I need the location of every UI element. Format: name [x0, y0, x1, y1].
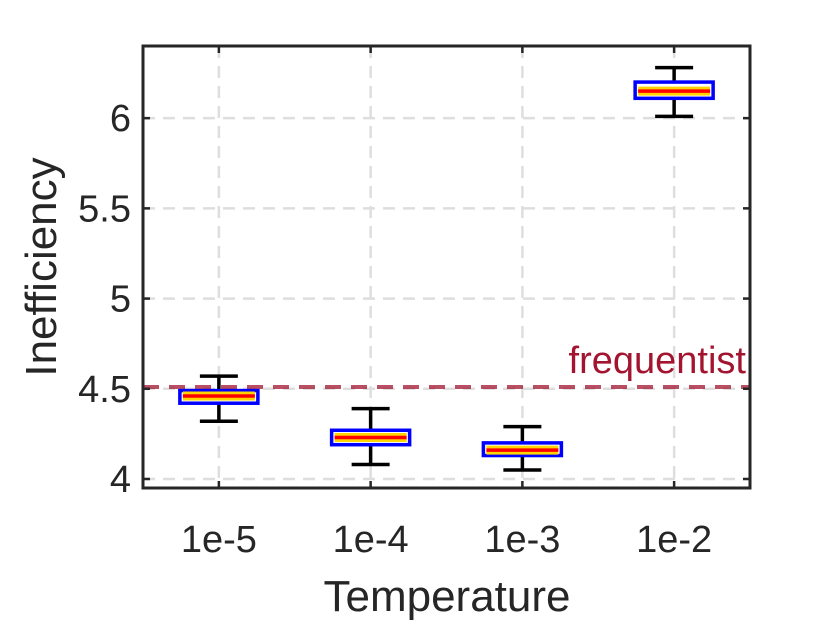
x-axis-label: Temperature — [323, 572, 570, 621]
x-tick-label: 1e-2 — [636, 519, 712, 561]
boxes — [178, 65, 715, 472]
box-plot-1e-4 — [329, 406, 412, 467]
x-tick-label: 1e-3 — [484, 519, 560, 561]
y-tick-label: 4.5 — [78, 369, 131, 411]
plot-area-frame — [141, 44, 752, 490]
x-tick-label: 1e-4 — [333, 519, 409, 561]
box-plot-1e-2 — [633, 65, 715, 119]
y-tick-label: 6 — [110, 98, 131, 140]
box-plot-1e-3 — [481, 424, 564, 472]
y-axis-label: Inefficiency — [17, 157, 66, 376]
y-tick-label: 5.5 — [78, 188, 131, 230]
y-tick-label: 4 — [110, 459, 131, 501]
reference-line-group: frequentist — [143, 340, 750, 389]
box-plot-1e-5 — [178, 374, 260, 423]
axis-ticks: 1e-5 1e-4 1e-3 1e-2 4 4.5 5 5.5 6 — [78, 46, 750, 561]
y-tick-label: 5 — [110, 279, 131, 321]
reference-line-label: frequentist — [569, 340, 747, 382]
x-tick-label: 1e-5 — [181, 519, 257, 561]
